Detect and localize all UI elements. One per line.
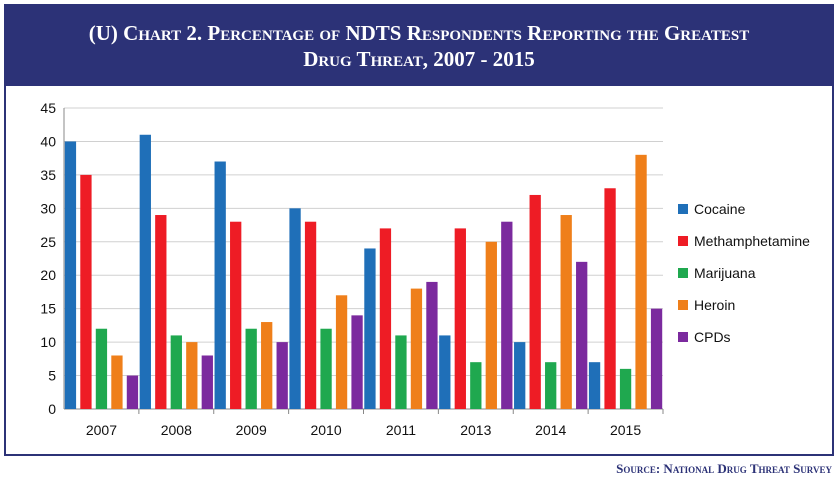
y-tick-label: 35 bbox=[40, 167, 56, 183]
bar-cocaine-2013 bbox=[439, 335, 451, 409]
x-tick-label: 2014 bbox=[535, 422, 566, 438]
legend-swatch-cocaine bbox=[678, 204, 688, 214]
bar-cpds-2010 bbox=[351, 315, 363, 409]
bar-methamphetamine-2007 bbox=[80, 174, 92, 409]
bar-marijuana-2007 bbox=[95, 328, 108, 409]
x-tick-label: 2008 bbox=[161, 422, 192, 438]
bar-methamphetamine-2009 bbox=[230, 221, 242, 409]
bar-methamphetamine-2011 bbox=[379, 228, 392, 409]
chart-title-line-2: Drug Threat, 2007 - 2015 bbox=[303, 47, 535, 71]
y-tick-label: 30 bbox=[40, 200, 56, 216]
y-tick-label: 15 bbox=[40, 301, 56, 317]
bar-cocaine-2010 bbox=[289, 208, 301, 409]
y-tick-label: 5 bbox=[48, 368, 56, 384]
bar-marijuana-2011 bbox=[395, 335, 407, 409]
x-tick-label: 2007 bbox=[86, 422, 117, 438]
bar-marijuana-2014 bbox=[545, 362, 557, 409]
y-tick-label: 40 bbox=[40, 133, 56, 149]
bar-heroin-2008 bbox=[186, 342, 198, 409]
bar-marijuana-2015 bbox=[619, 368, 632, 409]
bar-methamphetamine-2014 bbox=[529, 194, 541, 409]
bar-cpds-2011 bbox=[426, 281, 438, 409]
y-tick-label: 0 bbox=[48, 401, 56, 417]
legend-swatch-cpds bbox=[678, 332, 688, 342]
chart-header: (U) Chart 2. Percentage of NDTS Responde… bbox=[6, 6, 832, 86]
bar-methamphetamine-2008 bbox=[155, 215, 167, 409]
legend-swatch-heroin bbox=[678, 300, 688, 310]
bar-chart: 0 5 10 15 20 25 30 35 40 45 2007 2008 2009 2010 2011 20… bbox=[40, 100, 810, 438]
bar-cpds-2015 bbox=[650, 308, 663, 409]
legend-label-marijuana: Marijuana bbox=[694, 265, 756, 281]
y-tick-label: 20 bbox=[40, 267, 56, 283]
y-tick-label: 45 bbox=[40, 100, 56, 116]
legend-swatch-marijuana bbox=[678, 268, 688, 278]
chart-frame: (U) Chart 2. Percentage of NDTS Responde… bbox=[4, 4, 834, 456]
bar-heroin-2010 bbox=[335, 295, 348, 409]
legend-label-methamphetamine: Methamphetamine bbox=[694, 233, 810, 249]
bar-cocaine-2015 bbox=[588, 362, 601, 409]
bar-heroin-2009 bbox=[261, 322, 273, 409]
bar-cocaine-2008 bbox=[139, 134, 151, 409]
bar-heroin-2007 bbox=[111, 355, 123, 409]
bar-cpds-2014 bbox=[576, 261, 588, 409]
x-tick-label: 2009 bbox=[236, 422, 267, 438]
bar-cocaine-2014 bbox=[514, 342, 526, 409]
legend-swatch-methamphetamine bbox=[678, 236, 688, 246]
bar-cpds-2013 bbox=[501, 221, 513, 409]
x-tick-label: 2015 bbox=[610, 422, 641, 438]
bar-heroin-2014 bbox=[560, 215, 572, 409]
bar-methamphetamine-2013 bbox=[454, 228, 466, 409]
bar-cocaine-2007 bbox=[64, 141, 77, 409]
bar-marijuana-2008 bbox=[170, 335, 182, 409]
x-tick-label: 2013 bbox=[460, 422, 491, 438]
y-tick-label: 10 bbox=[40, 334, 56, 350]
bar-cocaine-2009 bbox=[214, 161, 226, 409]
bar-heroin-2013 bbox=[485, 241, 497, 409]
bar-marijuana-2013 bbox=[470, 362, 482, 409]
bar-cpds-2007 bbox=[126, 375, 139, 409]
x-tick-label: 2010 bbox=[310, 422, 341, 438]
bar-cpds-2008 bbox=[201, 355, 213, 409]
bar-methamphetamine-2015 bbox=[604, 188, 616, 409]
source-note: Source: National Drug Threat Survey bbox=[616, 461, 832, 476]
bar-methamphetamine-2010 bbox=[304, 221, 317, 409]
legend-label-heroin: Heroin bbox=[694, 297, 735, 313]
y-tick-label: 25 bbox=[40, 234, 56, 250]
legend-label-cocaine: Cocaine bbox=[694, 201, 746, 217]
legend-label-cpds: CPDs bbox=[694, 329, 731, 345]
x-tick-label: 2011 bbox=[386, 422, 416, 438]
bar-marijuana-2009 bbox=[245, 328, 257, 409]
bar-cocaine-2011 bbox=[364, 248, 376, 409]
bar-heroin-2015 bbox=[635, 154, 647, 409]
chart-title-line-1: (U) Chart 2. Percentage of NDTS Responde… bbox=[88, 21, 750, 45]
bar-marijuana-2010 bbox=[320, 328, 332, 409]
bar-cpds-2009 bbox=[276, 342, 288, 409]
bar-heroin-2011 bbox=[410, 288, 423, 409]
